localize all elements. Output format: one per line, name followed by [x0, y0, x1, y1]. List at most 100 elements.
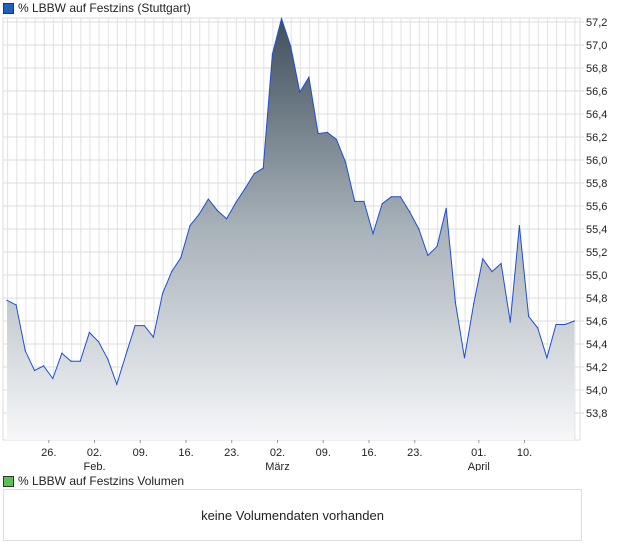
data-point — [107, 358, 109, 360]
data-point — [6, 299, 8, 301]
volume-legend: % LBBW auf Festzins Volumen — [3, 474, 184, 488]
x-tick-label: 02. — [270, 447, 285, 459]
data-point — [143, 325, 145, 327]
data-point — [546, 357, 548, 359]
y-tick-label: 55,8 — [586, 178, 607, 190]
data-point — [235, 201, 237, 204]
data-point — [354, 200, 356, 202]
x-month-label: Feb. — [83, 461, 105, 471]
y-tick-label: 54,0 — [586, 385, 607, 397]
price-legend: % LBBW auf Festzins (Stuttgart) — [3, 1, 191, 15]
x-month-label: April — [468, 461, 490, 471]
data-point — [24, 350, 26, 352]
data-point — [253, 173, 255, 175]
data-point — [491, 270, 493, 273]
data-point — [363, 200, 365, 202]
data-point — [436, 245, 438, 247]
data-point — [564, 323, 566, 326]
data-point — [189, 224, 191, 227]
data-point — [454, 302, 456, 304]
data-point — [381, 203, 383, 205]
y-tick-label: 56,6 — [586, 86, 607, 98]
data-point — [216, 210, 219, 212]
data-point — [125, 353, 127, 355]
data-point — [335, 138, 337, 140]
data-point — [161, 292, 164, 294]
data-point — [473, 303, 475, 305]
data-point — [116, 383, 118, 385]
y-tick-label: 55,6 — [586, 201, 607, 213]
y-tick-label: 54,6 — [586, 316, 607, 328]
y-tick-label: 54,2 — [586, 362, 607, 374]
data-point — [70, 360, 72, 362]
data-point — [344, 161, 347, 163]
volume-legend-swatch — [3, 475, 14, 487]
data-point — [244, 188, 246, 190]
data-point — [280, 17, 283, 20]
x-tick-label: 01. — [471, 447, 486, 459]
data-point — [79, 360, 81, 362]
data-point — [180, 257, 182, 259]
x-tick-label: 23. — [224, 447, 239, 459]
data-point — [326, 131, 328, 133]
data-point — [171, 270, 173, 273]
data-point — [500, 262, 502, 265]
volume-legend-label: % LBBW auf Festzins Volumen — [18, 474, 185, 488]
data-point — [527, 315, 530, 317]
data-point — [290, 45, 292, 47]
data-point — [61, 352, 63, 354]
data-point — [88, 331, 90, 334]
data-point — [463, 357, 466, 359]
data-point — [207, 198, 209, 200]
data-point — [418, 228, 420, 230]
y-tick-label: 56,8 — [586, 63, 607, 75]
data-point — [52, 377, 54, 380]
y-tick-label: 57,2 — [586, 17, 607, 29]
volume-panel: keine Volumendaten vorhanden — [3, 489, 582, 541]
data-point — [33, 369, 36, 372]
data-point — [134, 325, 136, 327]
y-tick-label: 54,8 — [586, 293, 607, 305]
x-tick-label: 09. — [316, 447, 331, 459]
price-legend-swatch — [3, 2, 14, 14]
price-area — [7, 18, 575, 440]
x-tick-label: 10. — [517, 447, 532, 459]
y-tick-label: 53,8 — [586, 408, 607, 420]
data-point — [226, 218, 228, 220]
data-point — [262, 167, 264, 169]
data-point — [537, 327, 539, 329]
price-legend-label: % LBBW auf Festzins (Stuttgart) — [18, 1, 191, 15]
data-point — [97, 341, 100, 343]
data-point — [555, 323, 557, 326]
y-tick-label: 55,2 — [586, 247, 607, 259]
data-point — [43, 365, 45, 367]
data-point — [445, 207, 447, 209]
data-point — [509, 321, 511, 323]
data-point — [390, 196, 392, 198]
data-point — [198, 213, 200, 215]
data-point — [427, 254, 429, 257]
volume-empty-message: keine Volumendaten vorhanden — [201, 507, 384, 523]
x-month-label: März — [265, 461, 289, 471]
y-tick-label: 55,4 — [586, 224, 607, 236]
data-point — [317, 132, 319, 135]
data-point — [372, 233, 374, 235]
data-point — [399, 196, 402, 198]
data-point — [299, 91, 301, 93]
x-tick-label: 16. — [361, 447, 376, 459]
data-point — [308, 76, 310, 78]
data-point — [482, 258, 484, 260]
x-tick-label: 09. — [133, 447, 148, 459]
x-tick-label: 16. — [178, 447, 193, 459]
y-tick-label: 54,4 — [586, 339, 607, 351]
y-tick-label: 57,0 — [586, 40, 607, 52]
price-chart: 53,8 54,0 54,2 54,4 54,6 54,8 55,0 55,2 55,4 55,6… — [2, 16, 607, 471]
data-point — [518, 224, 521, 227]
y-tick-label: 56,4 — [586, 109, 607, 121]
x-tick-label: 02. — [87, 447, 102, 459]
x-tick-label: 26. — [41, 447, 56, 459]
y-tick-label: 56,0 — [586, 155, 607, 167]
y-tick-label: 55,0 — [586, 270, 607, 282]
data-point — [271, 53, 273, 55]
data-point — [152, 336, 154, 338]
